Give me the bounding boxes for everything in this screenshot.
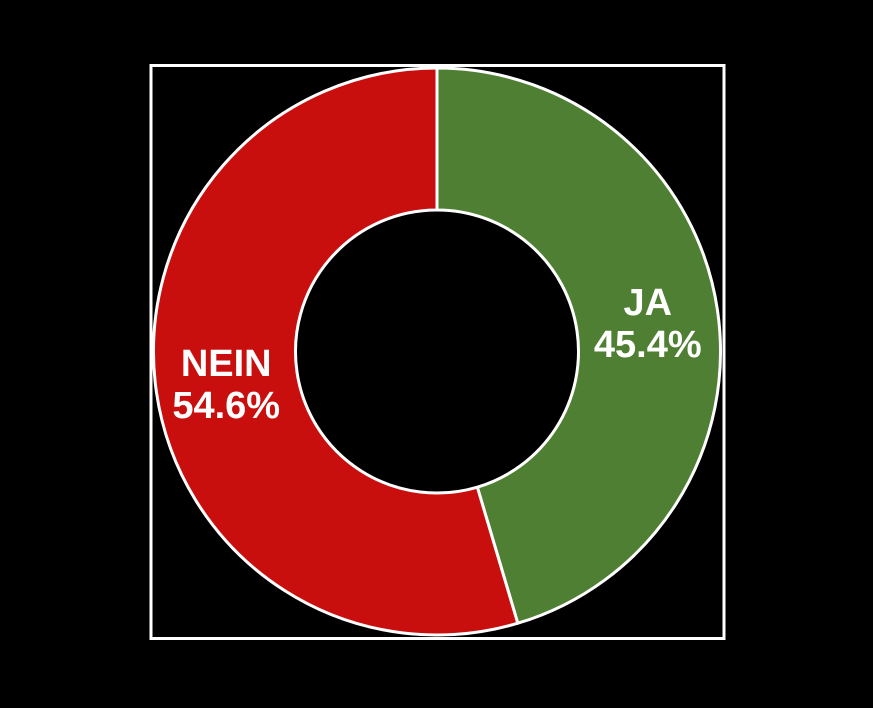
wedge-nein	[152, 66, 520, 637]
wedge-ja	[435, 66, 722, 625]
donut-wedges	[152, 66, 722, 637]
segment-labels: JA 45.4% NEIN 54.6%	[172, 282, 701, 427]
plot-frame	[149, 64, 726, 640]
segment-pct-nein: 54.6%	[172, 385, 280, 427]
segment-label-nein: NEIN	[181, 343, 272, 385]
segment-label-ja: JA	[623, 282, 672, 324]
segment-pct-ja: 45.4%	[594, 324, 702, 366]
